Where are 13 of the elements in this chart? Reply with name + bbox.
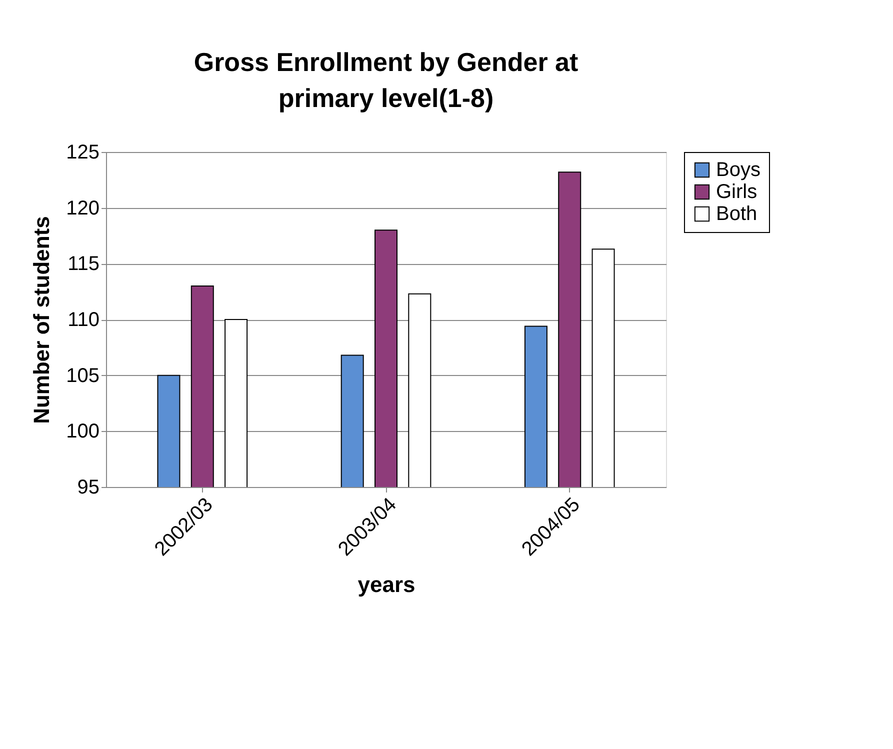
y-tick-label: 125 xyxy=(66,142,100,164)
y-tick-label: 110 xyxy=(68,309,100,331)
y-tick-label: 115 xyxy=(68,253,100,276)
y-tick-label: 120 xyxy=(66,197,100,220)
chart-title: Gross Enrollment by Gender at primary level(1-8) xyxy=(194,47,578,113)
y-tick-label: 105 xyxy=(66,364,100,387)
legend-label: Boys xyxy=(716,159,760,181)
legend-label: Both xyxy=(716,203,758,225)
y-tick-label: 95 xyxy=(77,476,100,498)
legend-label: Girls xyxy=(716,181,758,203)
x-axis-title: years xyxy=(358,572,416,597)
y-tick-label: 100 xyxy=(66,420,100,443)
y-axis-title: Number of students xyxy=(29,216,54,424)
